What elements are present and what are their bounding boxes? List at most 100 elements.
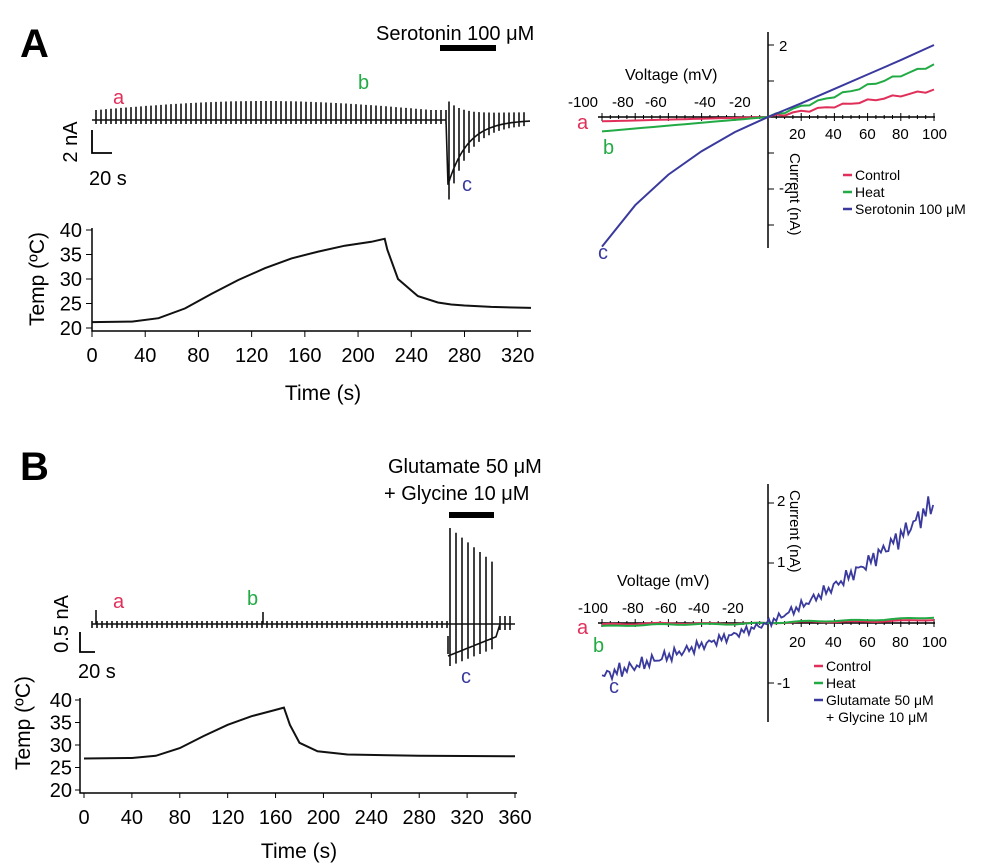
temp-ytick-b: 35 [50, 713, 72, 735]
scale-bar-b [79, 632, 95, 653]
temp-axes-a [91, 228, 531, 332]
temp-ytick-b: 40 [50, 690, 72, 712]
temp-ytick-a: 25 [60, 294, 82, 316]
temp-xtick-b: 40 [121, 807, 143, 829]
temp-xtick-a: 80 [187, 345, 209, 367]
temp-xtick-a: 40 [134, 345, 156, 367]
temp-yticks-b: 40 35 30 25 20 [50, 690, 80, 802]
temp-ytick-a: 35 [60, 245, 82, 267]
iv-curve-label-b-b: b [593, 635, 604, 657]
iv-xtick-b: 80 [892, 634, 909, 651]
iv-xtick-b: -20 [722, 600, 744, 617]
marker-a-a: a [113, 87, 125, 109]
iv-xtick-b: -60 [655, 600, 677, 617]
iv-ytick-b: 2 [777, 493, 785, 510]
marker-b-c: c [461, 666, 471, 688]
iv-line-serotonin-a [601, 44, 935, 248]
iv-legend-b: Control Heat Glutamate 50 μM + Glycine 1… [814, 658, 934, 725]
iv-curve-label-a-a: a [577, 112, 589, 134]
iv-legend-a: Control Heat Serotonin 100 μM [843, 167, 966, 217]
scale-current-a: 2 nA [60, 121, 82, 163]
marker-a-c: c [462, 174, 472, 196]
iv-curve-label-a-b: b [603, 137, 614, 159]
iv-xlabel-b: Voltage (mV) [617, 573, 709, 590]
iv-xtick-a: 40 [825, 126, 842, 143]
temp-xtick-b: 240 [355, 807, 388, 829]
iv-curve-label-b-a: a [577, 617, 589, 639]
temp-chart-b: 40 35 30 25 20 0 40 80 120 160 200 240 280 320 36… [12, 676, 532, 863]
legend-glycine-b: + Glycine 10 μM [826, 709, 928, 725]
temp-xtick-a: 160 [288, 345, 321, 367]
iv-chart-b: Voltage (mV) -100 -80 -60 -40 -20 20 40 … [577, 484, 947, 725]
temp-ytick-b: 25 [50, 758, 72, 780]
temp-xtick-b: 360 [498, 807, 531, 829]
drug-label-a: Serotonin 100 μM [376, 23, 534, 45]
marker-b-b: b [247, 588, 258, 610]
temp-line-a [91, 237, 532, 324]
trace-a-group: Serotonin 100 μM a b c 2 nA 20 s [60, 23, 534, 200]
temp-xtick-a: 280 [448, 345, 481, 367]
iv-xtick-a: 60 [859, 126, 876, 143]
temp-chart-a: 40 35 30 25 20 0 40 80 120 160 200 240 280 320 T… [26, 220, 534, 405]
temp-yticks-a: 40 35 30 25 20 [60, 220, 92, 340]
iv-xtick-b: -40 [688, 600, 710, 617]
temp-xticks-b: 0 40 80 120 160 200 240 280 320 360 [78, 793, 532, 829]
trace-b-group: Glutamate 50 μM + Glycine 10 μM a b c 0.… [51, 456, 542, 688]
temp-xtick-b: 0 [78, 807, 89, 829]
scale-current-b: 0.5 nA [51, 594, 73, 652]
iv-xtick-a: -100 [568, 94, 598, 111]
iv-xtick-b: 20 [789, 634, 806, 651]
legend-control-b: Control [826, 658, 871, 674]
iv-xtick-b: -100 [578, 600, 608, 617]
iv-line-heat-b [601, 616, 935, 627]
temp-xtick-b: 80 [169, 807, 191, 829]
temp-xtick-a: 0 [86, 345, 97, 367]
iv-xtick-a: -40 [694, 94, 716, 111]
temp-xticks-a: 0 40 80 120 160 200 240 280 320 [86, 331, 534, 367]
current-trace-a [92, 101, 531, 200]
temp-xtick-b: 200 [307, 807, 340, 829]
legend-serotonin-a: Serotonin 100 μM [855, 201, 966, 217]
temp-ytick-a: 20 [60, 318, 82, 340]
temp-ytick-b: 20 [50, 780, 72, 802]
temp-xtick-b: 160 [259, 807, 292, 829]
temp-ylabel-b: Temp (ºC) [12, 676, 35, 770]
temp-xtick-a: 240 [395, 345, 428, 367]
temp-xlabel-b: Time (s) [261, 840, 337, 863]
iv-ytick-a: 2 [779, 38, 787, 55]
temp-ytick-a: 30 [60, 269, 82, 291]
iv-xtick-a: -20 [729, 94, 751, 111]
scale-bar-a [91, 130, 112, 154]
temp-xtick-a: 320 [501, 345, 534, 367]
iv-line-glutamate-b [601, 496, 935, 683]
iv-ytick-b: 1 [777, 554, 785, 571]
temp-axes-b [79, 698, 517, 794]
legend-control-a: Control [855, 167, 900, 183]
drug-label-b-1: Glutamate 50 μM [388, 456, 542, 478]
drug-label-b-2: + Glycine 10 μM [384, 483, 529, 505]
iv-xtick-a: -60 [645, 94, 667, 111]
temp-xlabel-a: Time (s) [285, 382, 361, 405]
iv-xtick-b: -80 [622, 600, 644, 617]
temp-ylabel-a: Temp (ºC) [26, 232, 49, 326]
temp-xtick-b: 280 [403, 807, 436, 829]
iv-curve-label-b-c: c [609, 676, 619, 698]
marker-b-a: a [113, 591, 125, 613]
marker-a-b: b [358, 72, 369, 94]
temp-xtick-a: 120 [235, 345, 268, 367]
iv-xtick-b: 100 [922, 634, 947, 651]
legend-heat-b: Heat [826, 675, 856, 691]
iv-ylabel-b: Current (nA) [786, 490, 803, 573]
iv-chart-a: Voltage (mV) -100 -80 -60 -40 -20 20 40 … [568, 32, 966, 264]
temp-line-b [83, 706, 516, 760]
iv-xtick-b: 60 [859, 634, 876, 651]
current-trace-b [91, 528, 515, 666]
scale-time-b: 20 s [78, 661, 116, 683]
iv-ylabel-a: Current (nA) [786, 153, 803, 236]
iv-xtick-b: 40 [825, 634, 842, 651]
iv-xtick-a: -80 [612, 94, 634, 111]
iv-xtick-a: 100 [922, 126, 947, 143]
iv-ytick-a: -2 [779, 180, 792, 197]
temp-xtick-b: 120 [211, 807, 244, 829]
legend-glutamate-b: Glutamate 50 μM [826, 692, 934, 708]
